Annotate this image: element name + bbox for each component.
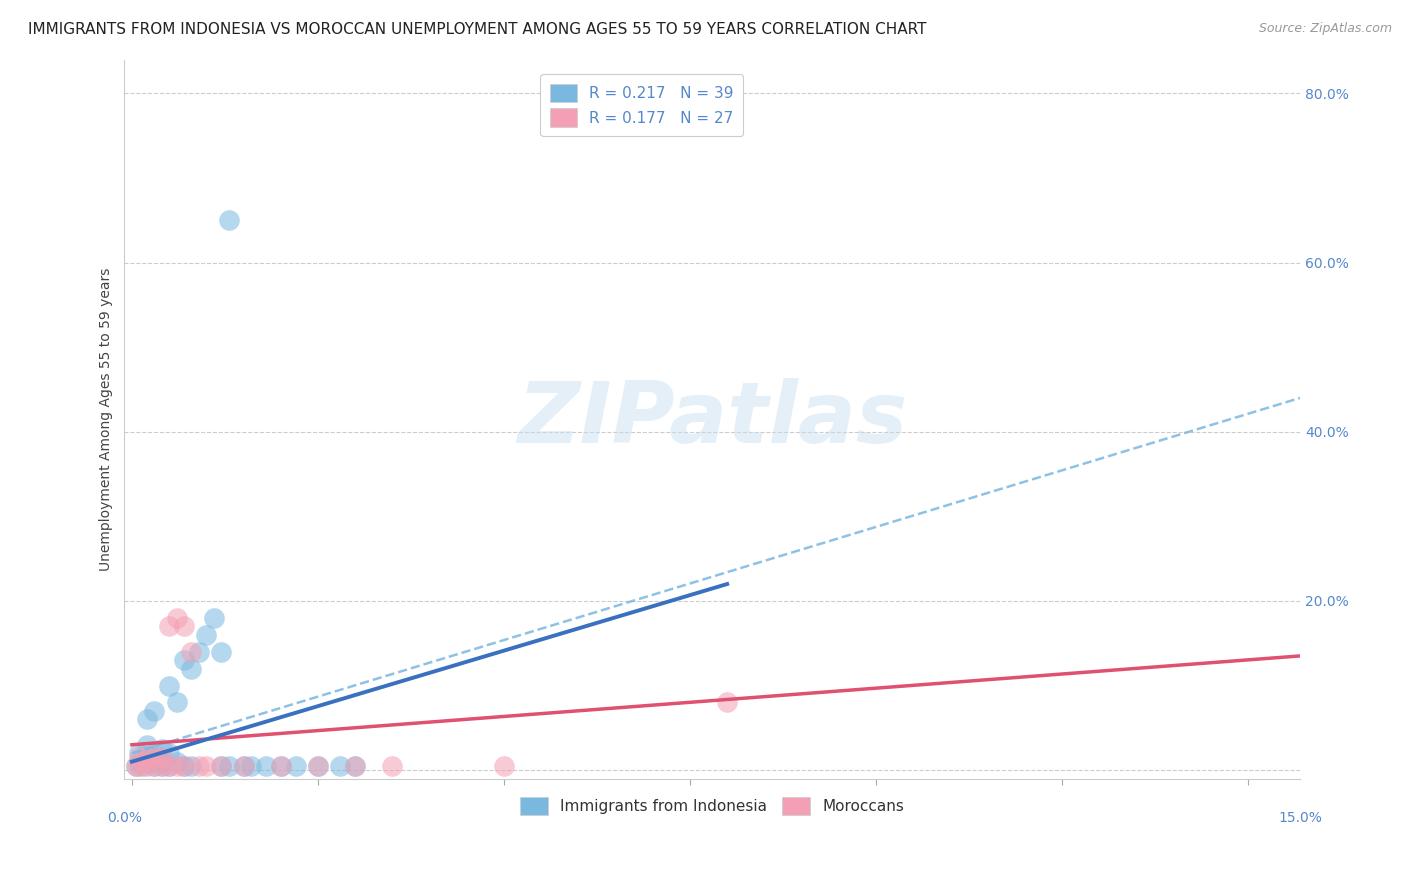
Point [150,755,173,769]
Point [492,759,515,773]
Point [132,759,155,773]
Point [143,746,166,760]
Point [195,759,218,773]
Point [143,759,166,773]
Point [139,755,162,769]
Point [187,759,209,773]
Point [150,759,173,773]
Point [173,653,195,667]
Point [150,750,173,764]
Point [135,759,157,773]
Point [173,759,195,773]
Point [209,759,232,773]
Point [166,759,188,773]
Text: Source: ZipAtlas.com: Source: ZipAtlas.com [1258,22,1392,36]
Point [381,759,404,773]
Point [284,759,307,773]
Point [209,759,232,773]
Point [232,759,254,773]
Point [716,695,738,709]
Point [128,759,150,773]
Point [195,628,218,642]
Point [150,742,173,756]
Legend: Immigrants from Indonesia, Moroccans: Immigrants from Indonesia, Moroccans [515,790,910,822]
Text: 15.0%: 15.0% [1278,811,1322,825]
Point [143,759,166,773]
Point [307,759,329,773]
Point [157,759,180,773]
Point [254,759,277,773]
Point [128,755,150,769]
Point [157,746,180,760]
Point [135,750,157,764]
Point [143,704,166,718]
Point [157,619,180,633]
Point [218,759,240,773]
Point [232,759,254,773]
Point [202,611,225,625]
Point [270,759,292,773]
Point [187,645,209,659]
Point [270,759,292,773]
Point [173,759,195,773]
Point [135,712,157,726]
Point [135,738,157,752]
Point [307,759,329,773]
Point [209,645,232,659]
Point [180,645,202,659]
Point [344,759,367,773]
Point [239,759,262,773]
Text: IMMIGRANTS FROM INDONESIA VS MOROCCAN UNEMPLOYMENT AMONG AGES 55 TO 59 YEARS COR: IMMIGRANTS FROM INDONESIA VS MOROCCAN UN… [28,22,927,37]
Point [157,759,180,773]
Point [166,755,188,769]
Point [143,750,166,764]
Point [180,662,202,676]
Point [166,695,188,709]
Y-axis label: Unemployment Among Ages 55 to 59 years: Unemployment Among Ages 55 to 59 years [100,268,114,571]
Point [124,759,146,773]
Point [143,750,166,764]
Point [180,759,202,773]
Text: ZIPatlas: ZIPatlas [517,377,907,460]
Point [218,213,240,227]
Point [157,679,180,693]
Point [173,619,195,633]
Point [128,750,150,764]
Point [135,750,157,764]
Point [150,759,173,773]
Point [329,759,352,773]
Point [344,759,367,773]
Point [124,759,146,773]
Point [166,611,188,625]
Text: 0.0%: 0.0% [107,811,142,825]
Point [132,755,155,769]
Point [128,746,150,760]
